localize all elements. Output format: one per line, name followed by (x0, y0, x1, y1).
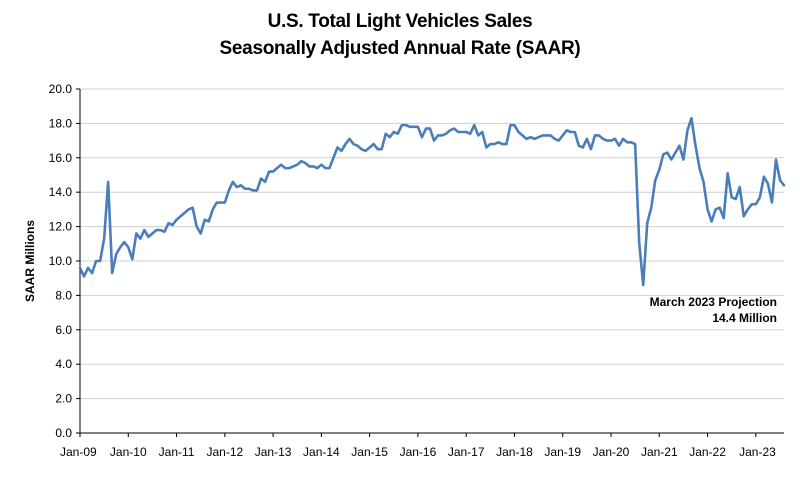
y-tick-label: 6.0 (55, 323, 72, 337)
y-tick-label: 18.0 (49, 116, 73, 130)
x-tick-label: Jan-23 (739, 445, 776, 459)
annotation-line-1: March 2023 Projection (650, 295, 777, 309)
y-tick-label: 2.0 (55, 392, 72, 406)
x-tick-label: Jan-10 (110, 445, 147, 459)
x-tick-label: Jan-16 (400, 445, 437, 459)
y-tick-label: 12.0 (49, 220, 73, 234)
y-tick-label: 10.0 (49, 254, 73, 268)
x-tick-label: Jan-15 (351, 445, 388, 459)
chart-title: U.S. Total Light Vehicles Sales (267, 11, 533, 32)
x-tick-label: Jan-17 (448, 445, 485, 459)
y-tick-label: 0.0 (55, 426, 72, 440)
x-tick-label: Jan-13 (255, 445, 292, 459)
x-tick-label: Jan-21 (641, 445, 678, 459)
y-tick-label: 14.0 (49, 185, 73, 199)
chart-subtitle: Seasonally Adjusted Annual Rate (SAAR) (219, 38, 581, 59)
series-line (78, 116, 786, 287)
y-tick-label: 4.0 (55, 357, 72, 371)
gridlines (80, 88, 784, 400)
y-tick-label: 20.0 (49, 82, 73, 96)
x-tick-label: Jan-22 (689, 445, 726, 459)
chart-title-block: U.S. Total Light Vehicles Sales Seasonal… (0, 8, 800, 62)
x-tick-label: Jan-20 (593, 445, 630, 459)
y-tick-label: 16.0 (49, 151, 73, 165)
y-tick-labels: 0.0 2.0 4.0 6.0 8.0 10.0 12.0 14.0 16.0 18.0 20.0 (49, 82, 80, 440)
y-axis-label: SAAR Millions (23, 220, 37, 302)
x-tick-label: Jan-18 (496, 445, 533, 459)
x-tick-label: Jan-14 (303, 445, 340, 459)
x-tick-label: Jan-12 (206, 445, 243, 459)
x-tick-label: Jan-09 (60, 445, 97, 459)
y-tick-label: 8.0 (55, 288, 72, 302)
annotation-line-2: 14.4 Million (712, 311, 777, 325)
x-tick-labels: Jan-09 Jan-10 Jan-11 Jan-12 Jan-13 Jan-14 Jan-… (60, 433, 776, 459)
x-tick-label: Jan-11 (159, 445, 195, 459)
x-tick-label: Jan-19 (544, 445, 581, 459)
